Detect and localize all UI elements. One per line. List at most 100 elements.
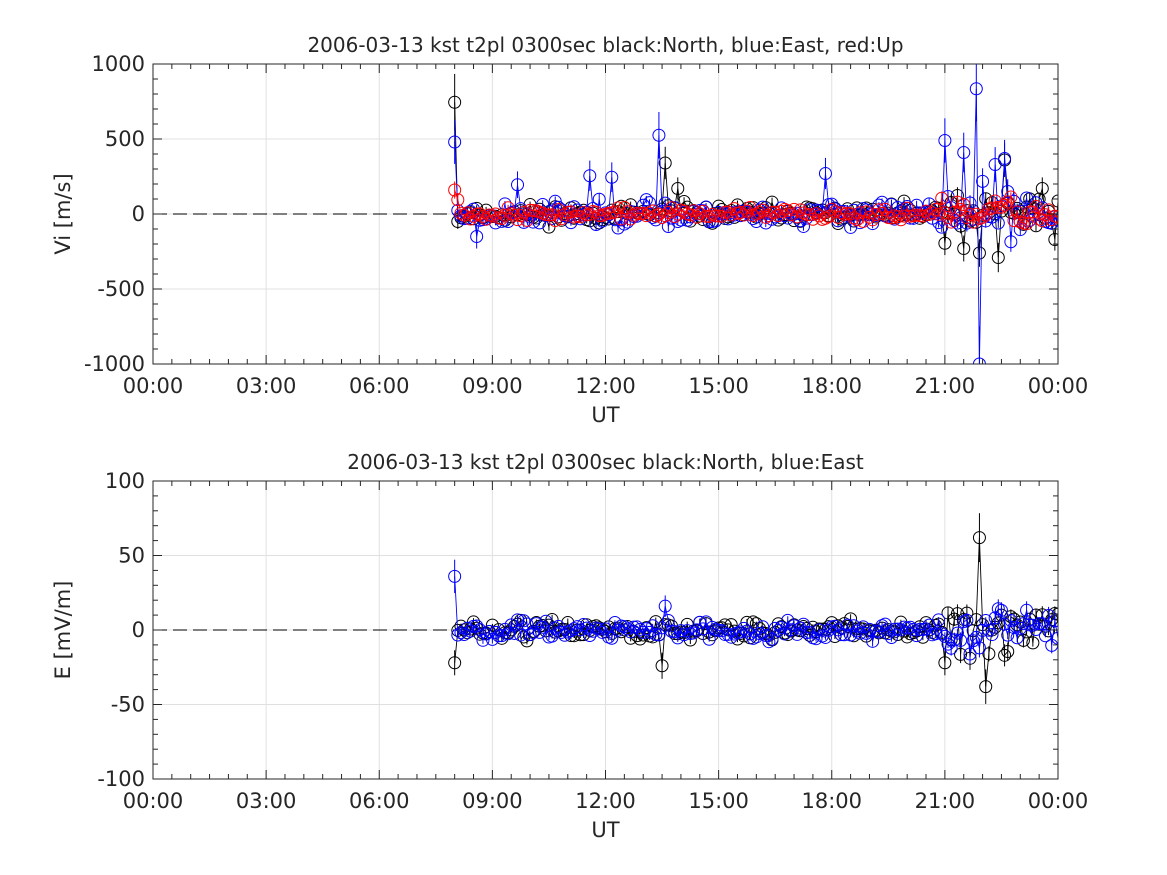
data-point: [1007, 621, 1021, 635]
data-point: [888, 622, 902, 636]
data-point: [906, 622, 920, 636]
data-point: [988, 158, 1002, 171]
data-point: [633, 632, 647, 646]
data-point: [928, 627, 942, 641]
data-point: [875, 195, 889, 209]
data-point: [787, 619, 801, 633]
data-point: [837, 628, 851, 642]
data-point: [944, 215, 958, 229]
data-point: [828, 619, 842, 633]
data-point: [470, 230, 484, 243]
data-point: [1035, 214, 1049, 228]
data-point: [872, 203, 886, 217]
data-point: [485, 209, 499, 223]
data-point: [938, 134, 952, 147]
data-point: [856, 214, 870, 228]
data-point: [702, 632, 716, 646]
data-point: [765, 205, 779, 219]
data-point: [724, 208, 738, 222]
data-point: [507, 205, 521, 219]
data-point: [941, 637, 955, 651]
data-point: [683, 208, 697, 222]
data-point: [862, 210, 876, 224]
data-point: [957, 197, 971, 211]
data-point: [611, 623, 625, 637]
data-point: [705, 207, 719, 221]
data-point: [979, 680, 993, 694]
data-point: [1051, 607, 1058, 621]
data-point: [580, 621, 594, 635]
data-point: [756, 620, 770, 634]
data-point: [708, 209, 722, 223]
data-point: [897, 209, 911, 223]
data-point: [677, 204, 691, 218]
data-point: [699, 209, 713, 223]
data-point: [803, 208, 817, 222]
data-point: [979, 192, 993, 206]
data-point: [693, 615, 707, 629]
series-east: [448, 64, 1058, 364]
data-point: [972, 641, 986, 655]
data-point: [658, 156, 672, 170]
data-point: [1032, 617, 1046, 631]
data-point: [771, 623, 785, 637]
data-point: [790, 627, 804, 641]
data-point: [451, 193, 465, 207]
data-point: [1051, 194, 1058, 208]
data-point: [705, 620, 719, 634]
data-point: [1016, 617, 1030, 631]
data-point: [715, 209, 729, 223]
data-point: [485, 632, 499, 646]
data-point: [954, 633, 968, 647]
data-point: [454, 206, 468, 220]
data-point: [947, 633, 961, 647]
data-point: [759, 628, 773, 642]
data-point: [991, 602, 1005, 616]
data-point: [548, 621, 562, 635]
data-point: [768, 621, 782, 635]
data-point: [998, 198, 1012, 212]
data-point: [511, 178, 525, 192]
x-tick-label: 00:00: [1028, 789, 1089, 813]
data-point: [847, 203, 861, 217]
data-point: [470, 619, 484, 633]
data-point: [985, 201, 999, 215]
data-point: [734, 625, 748, 639]
data-point: [891, 210, 905, 224]
data-point: [972, 246, 986, 260]
data-point: [853, 626, 867, 640]
data-point: [636, 206, 650, 220]
data-point: [498, 208, 512, 222]
data-point: [545, 629, 559, 643]
y-tick-label: 0: [132, 618, 145, 642]
data-point: [570, 620, 584, 634]
data-point: [586, 624, 600, 638]
data-point: [1004, 190, 1018, 204]
data-point: [831, 210, 845, 224]
data-point: [558, 207, 572, 221]
data-point: [963, 647, 977, 661]
data-point: [891, 200, 905, 214]
data-point: [476, 633, 490, 647]
x-axis-label: UT: [591, 818, 619, 842]
y-tick-label: 50: [118, 544, 145, 568]
data-point: [850, 624, 864, 638]
y-tick-label: 1000: [92, 52, 145, 76]
data-point: [957, 242, 971, 255]
data-point: [482, 624, 496, 638]
data-point: [476, 209, 490, 223]
data-point: [620, 205, 634, 219]
data-point: [523, 627, 537, 641]
data-point: [520, 213, 534, 227]
data-point: [1026, 636, 1040, 650]
data-point: [1035, 182, 1049, 195]
data-point: [932, 613, 946, 627]
data-point: [671, 182, 685, 195]
data-point: [796, 219, 810, 233]
data-point: [781, 203, 795, 217]
data-point: [721, 212, 735, 226]
data-point: [696, 622, 710, 636]
data-point: [539, 614, 553, 628]
x-tick-label: 21:00: [915, 374, 976, 398]
